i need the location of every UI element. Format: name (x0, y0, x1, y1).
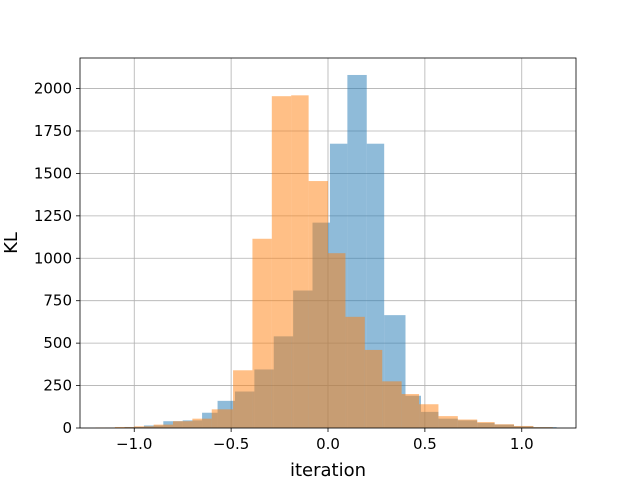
x-tick-label: 0.5 (413, 435, 437, 453)
y-tick-label: 2000 (34, 80, 72, 98)
bar-series-2 (402, 394, 419, 428)
bar-series-2 (345, 317, 364, 428)
bar-series-2 (458, 420, 477, 428)
x-tick-label: −0.5 (213, 435, 249, 453)
bar-series-2 (382, 381, 401, 428)
bar-series-2 (212, 409, 233, 428)
y-tick-label: 1750 (34, 122, 72, 140)
bar-series-2 (328, 253, 345, 428)
bar-series-2 (252, 239, 271, 428)
bar-series-2 (495, 424, 514, 428)
bar-series-2 (419, 404, 438, 428)
bar-series-2 (192, 419, 211, 428)
x-tick-label: −1.0 (116, 435, 152, 453)
bar-series-2 (438, 416, 457, 428)
y-tick-label: 500 (43, 334, 72, 352)
bar-series-2 (272, 96, 291, 428)
bar-series-2 (477, 422, 494, 428)
y-tick-label: 1000 (34, 249, 72, 267)
y-tick-label: 750 (43, 292, 72, 310)
x-axis-label: iteration (290, 460, 366, 480)
bar-series-2 (309, 181, 328, 428)
y-tick-label: 1250 (34, 207, 72, 225)
x-tick-label: 1.0 (510, 435, 534, 453)
bar-series-2 (154, 425, 173, 428)
x-tick-label: 0.0 (316, 435, 340, 453)
bar-series-2 (291, 95, 308, 428)
y-tick-label: 0 (62, 419, 72, 437)
bar-series-2 (173, 421, 192, 428)
y-axis-label: KL (1, 232, 22, 254)
y-tick-label: 1500 (34, 164, 72, 182)
y-tick-label: 250 (43, 377, 72, 395)
bar-series-2 (365, 350, 382, 428)
bar-series-2 (233, 370, 252, 428)
